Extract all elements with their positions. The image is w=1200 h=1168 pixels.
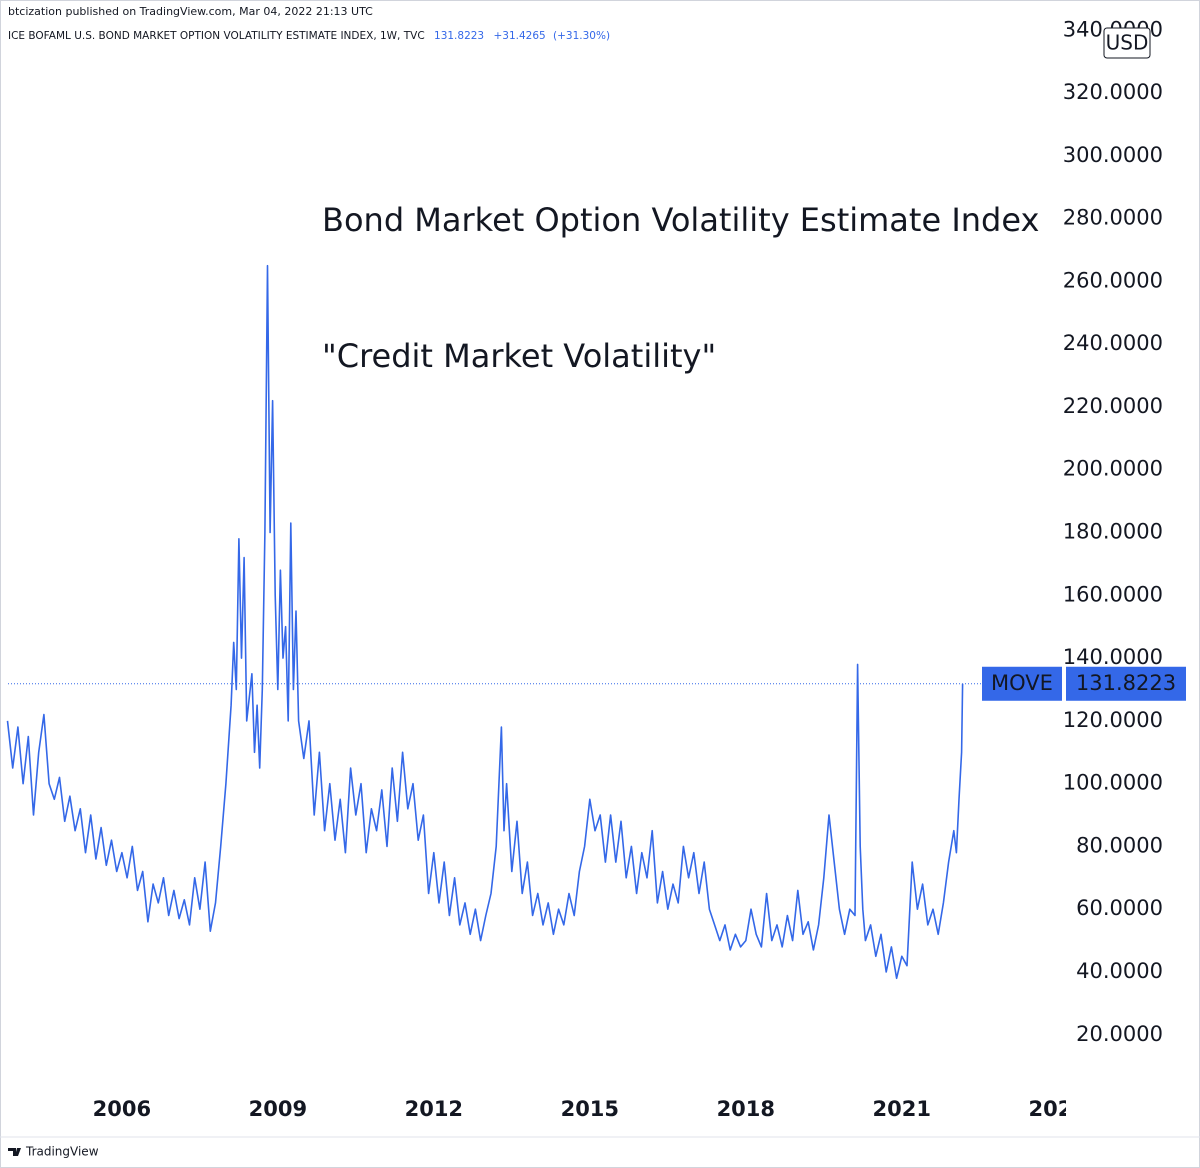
change-pct: (+31.30%) [553, 30, 610, 42]
y-tick-label: 140.0000 [1063, 645, 1163, 669]
symbol: MOVE [991, 671, 1053, 695]
change: +31.4265 [493, 30, 545, 42]
y-tick-label: 320.0000 [1063, 80, 1163, 104]
title-text: ICE BOFAML U.S. BOND MARKET OPTION VOLAT… [8, 30, 425, 42]
x-tick-label: 2006 [93, 1097, 151, 1121]
chart-title: ICE BOFAML U.S. BOND MARKET OPTION VOLAT… [8, 30, 610, 42]
y-tick-label: 120.0000 [1063, 708, 1163, 732]
y-tick-label: 180.0000 [1063, 520, 1163, 544]
currency: USD [1106, 31, 1149, 55]
price-box [1066, 666, 1186, 701]
price-label: MOVE 131.8223 [982, 666, 1186, 701]
y-tick-label: 260.0000 [1063, 268, 1163, 292]
y-tick-label: 240.0000 [1063, 331, 1163, 355]
y-axis: 20.0000 40.0000 60.0000 80.0000 100.0000 120.… [1063, 17, 1163, 1045]
currency-box [1103, 27, 1151, 59]
x-tick-label: 2009 [249, 1097, 307, 1121]
y-tick-label: 60.0000 [1076, 896, 1163, 920]
publisher: btcization published on TradingView.com,… [8, 5, 373, 18]
y-tick-label: 40.0000 [1076, 959, 1163, 983]
y-tick-label: 100.0000 [1063, 771, 1163, 795]
x-tick-label: 2018 [717, 1097, 775, 1121]
y-tick-label: 220.0000 [1063, 394, 1163, 418]
x-tick-label: 2012 [405, 1097, 463, 1121]
y-tick-label: 80.0000 [1076, 833, 1163, 857]
x-tick-label: 2021 [873, 1097, 931, 1121]
annotation: Bond Market Option Volatility Estimate I… [322, 201, 1039, 239]
y-tick-label: 200.0000 [1063, 457, 1163, 481]
plot-area [6, 264, 1064, 980]
x-tick-label: 2015 [561, 1097, 619, 1121]
symbol-box [982, 666, 1062, 701]
footer-logo [8, 1148, 21, 1156]
y-tick-label: 20.0000 [1076, 1022, 1163, 1046]
y-tick-label: 280.0000 [1063, 206, 1163, 230]
line [6, 264, 964, 980]
x-axis: 2006 2009 2012 2015 2018 2021 2024 [93, 1097, 1087, 1121]
annotation: "Credit Market Volatility" [322, 337, 716, 375]
y-tick-label: 300.0000 [1063, 143, 1163, 167]
footer: TradingView [25, 1145, 99, 1159]
x-tick-label: 2024 [1029, 1097, 1087, 1121]
price-value: 131.8223 [1076, 671, 1176, 695]
y-tick-label: 160.0000 [1063, 582, 1163, 606]
last-value: 131.8223 [434, 30, 484, 42]
